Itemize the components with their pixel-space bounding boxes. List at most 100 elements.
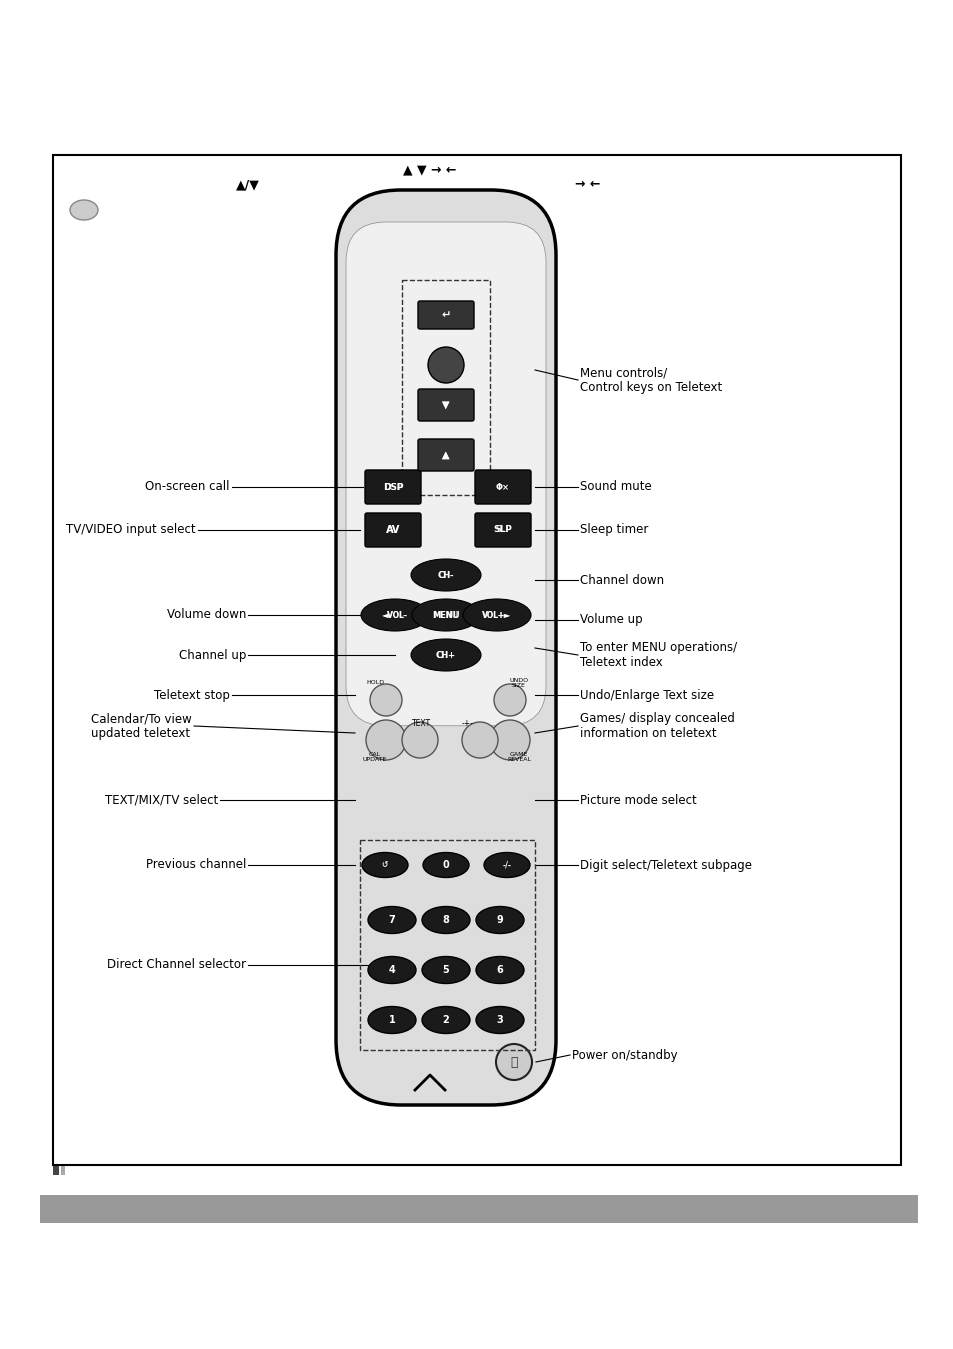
Circle shape	[494, 684, 525, 716]
Text: 5: 5	[442, 965, 449, 975]
Text: CH+: CH+	[436, 650, 456, 660]
Bar	[53, 1010, 59, 1175]
Text: ▲: ▲	[442, 451, 449, 460]
Circle shape	[401, 722, 437, 758]
Text: 3: 3	[497, 1014, 503, 1025]
Text: Φ×: Φ×	[496, 483, 510, 491]
Text: ◄VOL-: ◄VOL-	[383, 611, 406, 619]
Ellipse shape	[476, 956, 523, 983]
Text: ▲ ▼ → ←: ▲ ▼ → ←	[403, 163, 456, 177]
Text: Power on/standby: Power on/standby	[572, 1048, 677, 1062]
Text: ▲: ▲	[442, 451, 449, 460]
Text: AV: AV	[385, 525, 399, 536]
Text: ▼: ▼	[442, 401, 449, 410]
FancyBboxPatch shape	[417, 301, 474, 329]
Text: Channel up: Channel up	[178, 649, 246, 661]
Circle shape	[370, 684, 401, 716]
Text: On-screen call: On-screen call	[146, 480, 230, 494]
Text: GAME
REVEAL: GAME REVEAL	[506, 751, 531, 762]
FancyBboxPatch shape	[365, 513, 420, 546]
Text: ◄VOL-: ◄VOL-	[381, 611, 408, 619]
Ellipse shape	[411, 558, 480, 591]
Ellipse shape	[368, 956, 416, 983]
Text: Teletext stop: Teletext stop	[154, 688, 230, 701]
Text: Sound mute: Sound mute	[579, 480, 651, 494]
FancyBboxPatch shape	[346, 223, 545, 726]
Text: CH-: CH-	[437, 571, 454, 580]
Text: → ←: → ←	[575, 178, 600, 192]
Text: 9: 9	[497, 915, 503, 925]
Text: TEXT: TEXT	[412, 719, 431, 727]
Text: Volume up: Volume up	[579, 614, 642, 626]
Ellipse shape	[411, 639, 480, 670]
Text: HOLD: HOLD	[366, 680, 384, 685]
Text: DSP: DSP	[384, 483, 401, 491]
Ellipse shape	[462, 599, 531, 631]
Text: Digit select/Teletext subpage: Digit select/Teletext subpage	[579, 858, 751, 871]
Text: Games/ display concealed
information on teletext: Games/ display concealed information on …	[579, 712, 734, 741]
FancyBboxPatch shape	[335, 190, 556, 1105]
Text: Undo/Enlarge Text size: Undo/Enlarge Text size	[579, 688, 714, 701]
Text: -+-: -+-	[461, 719, 474, 727]
Text: CAL
UPDATE: CAL UPDATE	[362, 751, 387, 762]
Text: UNDO
SIZE: UNDO SIZE	[509, 677, 528, 688]
Text: CH+: CH+	[436, 650, 456, 660]
Circle shape	[366, 720, 406, 759]
Text: 4: 4	[388, 965, 395, 975]
Ellipse shape	[421, 1006, 470, 1033]
Circle shape	[461, 722, 497, 758]
Text: VOL+►: VOL+►	[482, 611, 511, 619]
Text: AV: AV	[386, 525, 399, 536]
Text: Channel down: Channel down	[579, 573, 663, 587]
Text: MENU: MENU	[432, 611, 459, 619]
Text: Menu controls/
Control keys on Teletext: Menu controls/ Control keys on Teletext	[579, 366, 721, 394]
Ellipse shape	[421, 907, 470, 934]
Text: Sleep timer: Sleep timer	[579, 523, 648, 537]
Text: Volume down: Volume down	[167, 608, 246, 622]
Circle shape	[496, 1044, 532, 1081]
Text: Direct Channel selector: Direct Channel selector	[107, 959, 246, 971]
Text: SLP: SLP	[493, 526, 512, 534]
Text: MENU: MENU	[433, 611, 458, 619]
Text: VOL+►: VOL+►	[483, 611, 510, 619]
Text: SLP: SLP	[495, 526, 511, 534]
FancyBboxPatch shape	[417, 389, 474, 421]
Text: 0: 0	[442, 861, 449, 870]
Bar	[53, 155, 900, 1166]
Ellipse shape	[422, 853, 469, 877]
Text: ↵: ↵	[441, 310, 450, 320]
FancyBboxPatch shape	[365, 469, 420, 505]
Text: ▲/▼: ▲/▼	[235, 178, 259, 192]
Text: 1: 1	[388, 1014, 395, 1025]
Ellipse shape	[412, 599, 479, 631]
Text: 2: 2	[442, 1014, 449, 1025]
Bar	[401, 281, 490, 495]
Ellipse shape	[368, 907, 416, 934]
FancyBboxPatch shape	[417, 438, 474, 471]
FancyBboxPatch shape	[475, 513, 531, 546]
Text: Calendar/To view
updated teletext: Calendar/To view updated teletext	[91, 712, 192, 741]
Text: To enter MENU operations/
Teletext index: To enter MENU operations/ Teletext index	[579, 641, 737, 669]
Circle shape	[428, 347, 463, 383]
Ellipse shape	[70, 200, 98, 220]
Bar	[359, 840, 535, 1050]
Ellipse shape	[368, 1006, 416, 1033]
Text: Picture mode select: Picture mode select	[579, 793, 696, 807]
Text: DSP: DSP	[382, 483, 403, 491]
Text: ↺: ↺	[381, 861, 388, 870]
Ellipse shape	[476, 907, 523, 934]
Text: ⏻: ⏻	[510, 1055, 517, 1068]
Ellipse shape	[360, 599, 429, 631]
Circle shape	[490, 720, 530, 759]
Text: TEXT/MIX/TV select: TEXT/MIX/TV select	[105, 793, 218, 807]
Ellipse shape	[421, 956, 470, 983]
Bar	[40, 1195, 917, 1224]
Ellipse shape	[476, 1006, 523, 1033]
Text: -/-: -/-	[502, 861, 511, 870]
Text: 8: 8	[442, 915, 449, 925]
FancyBboxPatch shape	[475, 469, 531, 505]
Text: ▼: ▼	[442, 401, 449, 410]
Text: 6: 6	[497, 965, 503, 975]
Bar	[61, 1010, 65, 1175]
Text: Previous channel: Previous channel	[146, 858, 246, 871]
